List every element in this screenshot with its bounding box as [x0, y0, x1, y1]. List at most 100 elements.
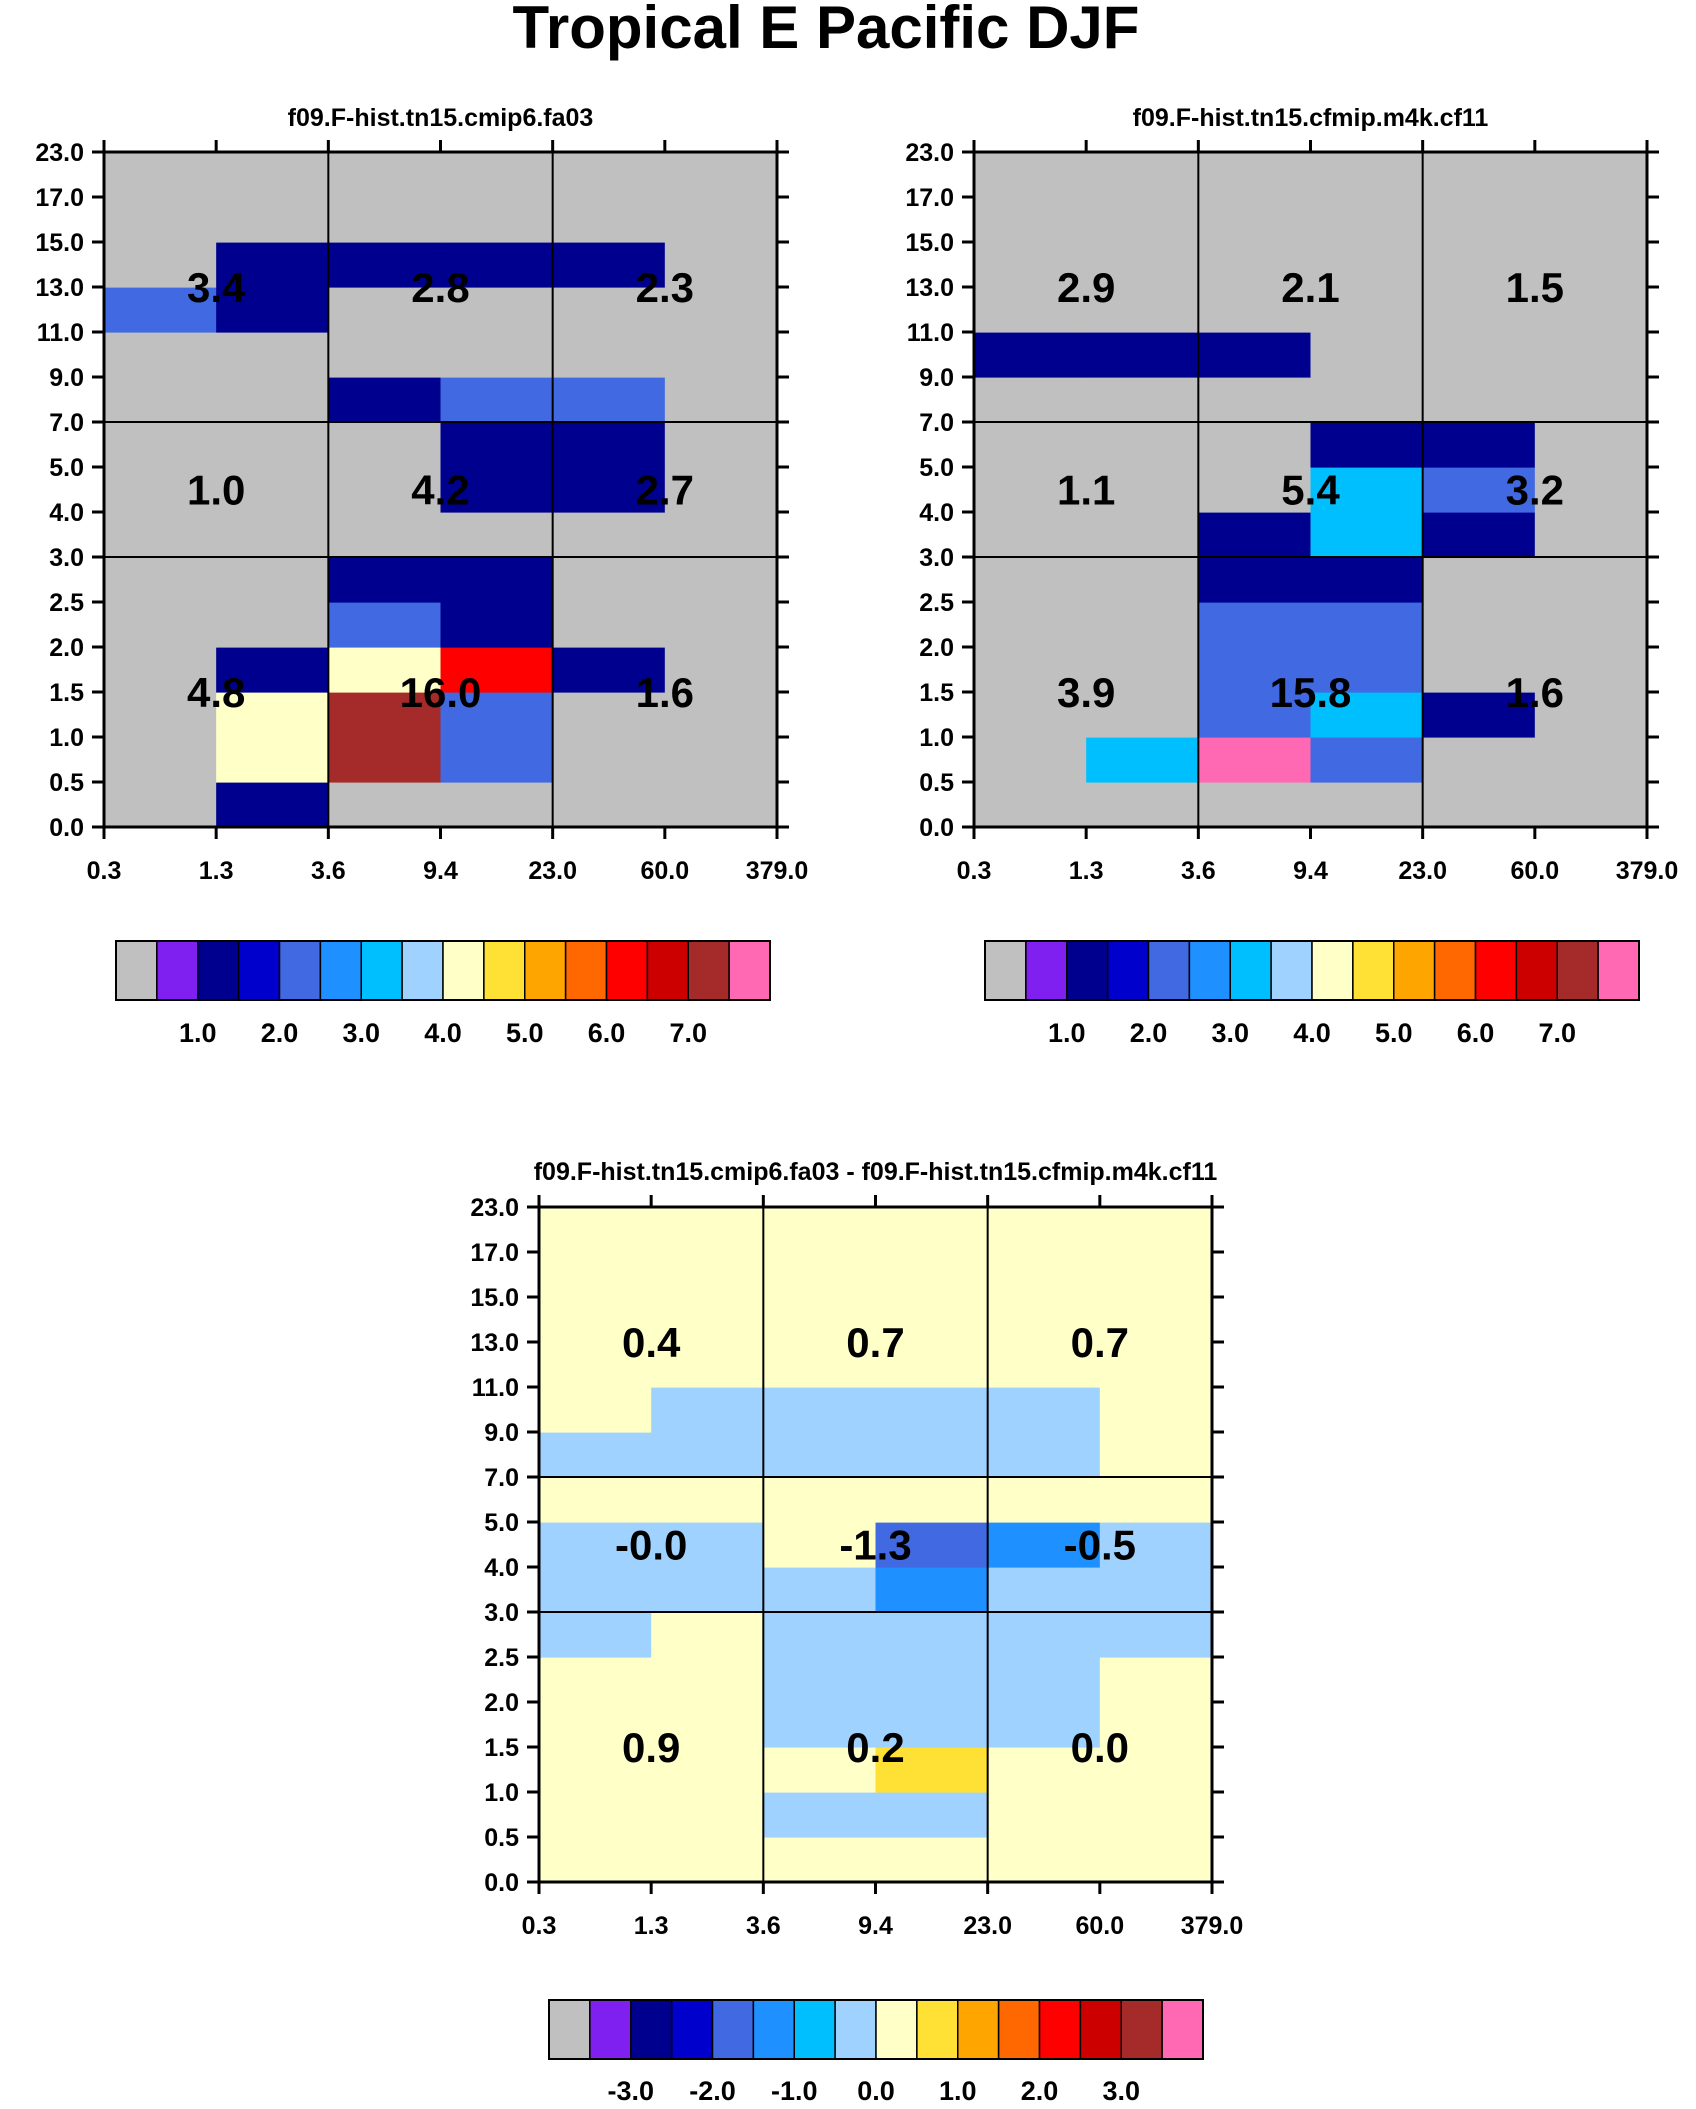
- y-tick-label: 3.0: [919, 544, 954, 572]
- x-tick-label: 0.3: [957, 857, 992, 885]
- heatmap-cell: [1534, 737, 1648, 783]
- panel-title: f09.F-hist.tn15.cmip6.fa03: [288, 104, 594, 132]
- y-tick-label: 4.0: [484, 1554, 519, 1582]
- colorbar-label: 4.0: [1293, 1018, 1331, 1048]
- heatmap-cell: [440, 152, 554, 198]
- panels-group: f09.F-hist.tn15.cmip6.fa03 0.3 1.3 3.6 9.4 23…: [35, 104, 1678, 2106]
- heatmap-cell: [651, 1252, 764, 1298]
- heatmap-cell: [539, 1207, 652, 1253]
- colorbar-swatch: [1106, 940, 1150, 1001]
- heatmap-cell: [104, 692, 217, 738]
- heatmap-cell: [1198, 287, 1312, 333]
- heatmap-cell: [552, 692, 666, 738]
- heatmap-cell: [875, 1702, 989, 1748]
- heatmap-cell: [552, 242, 666, 288]
- region-value-label: 0.4: [622, 1319, 681, 1366]
- heatmap-cell: [1086, 422, 1199, 468]
- heatmap-cell: [875, 1387, 989, 1433]
- y-tick-label: 5.0: [919, 454, 954, 482]
- x-tick-label: 3.6: [1181, 857, 1216, 885]
- colorbar-swatch: [1066, 940, 1109, 1001]
- heatmap-cell: [763, 1477, 877, 1523]
- y-tick-label: 13.0: [470, 1329, 519, 1357]
- x-tick-label: 0.3: [522, 1912, 557, 1940]
- heatmap-cell: [875, 1837, 989, 1883]
- heatmap-cell: [539, 1702, 652, 1748]
- colorbar: -3.0 -2.0 -1.0 0.0 1.0 2.0 3.0: [548, 1999, 1204, 2106]
- heatmap-cell: [1198, 152, 1312, 198]
- colorbar-swatch: [483, 940, 526, 1001]
- heatmap-cell: [1422, 602, 1536, 648]
- y-tick-label: 7.0: [919, 409, 954, 437]
- heatmap-cell: [440, 422, 554, 468]
- heatmap-cell: [1198, 602, 1312, 648]
- colorbar-label: 6.0: [588, 1018, 626, 1048]
- heatmap-cell: [1534, 647, 1648, 693]
- panel-title: f09.F-hist.tn15.cfmip.m4k.cf11: [1133, 104, 1489, 132]
- heatmap-cell: [104, 332, 217, 378]
- heatmap-cell: [664, 287, 778, 333]
- heatmap-cell: [987, 1657, 1101, 1703]
- heatmap-cell: [1422, 197, 1536, 243]
- heatmap-cell: [1534, 512, 1648, 558]
- heatmap-cell: [1422, 377, 1536, 423]
- heatmap-cell: [216, 422, 329, 468]
- colorbar-swatch: [957, 1999, 1000, 2060]
- heatmap-cell: [1198, 197, 1312, 243]
- heatmap-cell: [1310, 422, 1424, 468]
- heatmap-cell: [664, 332, 778, 378]
- heatmap-cell: [875, 1657, 989, 1703]
- colorbar-label: -1.0: [771, 2076, 818, 2106]
- colorbar-swatch: [319, 940, 363, 1001]
- heatmap-cell: [104, 152, 217, 198]
- heatmap-cell: [651, 1567, 764, 1613]
- heatmap-cell: [987, 1702, 1101, 1748]
- y-tick-label: 23.0: [470, 1194, 519, 1222]
- y-tick-label: 0.5: [919, 769, 954, 797]
- heatmap-cell: [328, 512, 442, 558]
- y-tick-label: 17.0: [35, 184, 84, 212]
- heatmap-cell: [1310, 152, 1424, 198]
- heatmap-cell: [987, 1207, 1101, 1253]
- panel-3: f09.F-hist.tn15.cmip6.fa03 - f09.F-hist.…: [470, 1158, 1243, 2106]
- colorbar-swatch: [670, 1999, 714, 2060]
- heatmap-cell: [216, 242, 329, 288]
- heatmap-cell: [552, 557, 666, 603]
- heatmap-cell: [216, 602, 329, 648]
- colorbar-swatch: [1038, 1999, 1082, 2060]
- heatmap-cell: [216, 287, 329, 333]
- colorbar-swatch: [360, 940, 403, 1001]
- heatmap-cell: [1310, 332, 1424, 378]
- y-tick-label: 2.0: [919, 634, 954, 662]
- colorbar-label: 2.0: [1130, 1018, 1168, 1048]
- region-value-label: 2.3: [636, 264, 694, 311]
- heatmap-cell: [974, 557, 1087, 603]
- y-tick-label: 2.5: [484, 1644, 519, 1672]
- heatmap-cell: [440, 647, 554, 693]
- colorbar-swatch: [1147, 940, 1191, 1001]
- colorbar-swatch: [1229, 940, 1272, 1001]
- heatmap-cell: [104, 557, 217, 603]
- region-value-label: -0.0: [615, 1522, 687, 1569]
- colorbar-swatch: [115, 940, 158, 1001]
- heatmap-cell: [763, 1657, 877, 1703]
- heatmap-cell: [552, 782, 666, 828]
- heatmap-cell: [651, 1432, 764, 1478]
- heatmap-cell: [987, 1342, 1101, 1388]
- x-tick-label: 3.6: [311, 857, 346, 885]
- region-value-label: 2.1: [1281, 264, 1339, 311]
- colorbar-label: -2.0: [689, 2076, 736, 2106]
- y-tick-label: 13.0: [35, 274, 84, 302]
- x-tick-label: 9.4: [1293, 857, 1328, 885]
- heatmap-cell: [104, 602, 217, 648]
- y-tick-label: 1.0: [919, 724, 954, 752]
- heatmap-cell: [539, 1657, 652, 1703]
- colorbar-label: 3.0: [342, 1018, 380, 1048]
- heatmap-cell: [216, 197, 329, 243]
- heatmap-cell: [1086, 332, 1199, 378]
- heatmap-cell: [440, 197, 554, 243]
- heatmap-cell: [1534, 692, 1648, 738]
- y-tick-label: 7.0: [49, 409, 84, 437]
- heatmap-cell: [1198, 332, 1312, 378]
- heatmap-cell: [216, 512, 329, 558]
